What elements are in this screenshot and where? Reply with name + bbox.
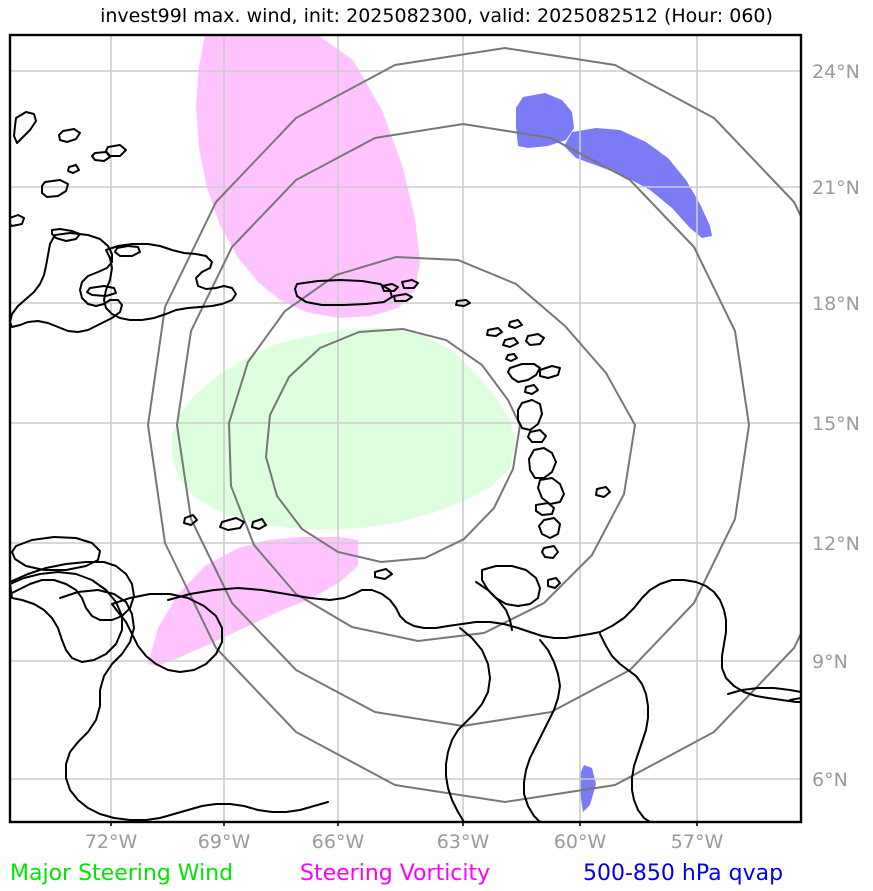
range-ring-1 (264, 327, 522, 564)
coastline-st-lucia-2 (538, 517, 561, 539)
coastline-suriname-east (789, 697, 801, 701)
coastline-dominican-republic (103, 243, 237, 321)
coastline-dominica (528, 447, 557, 479)
ytick-label-21: 21°N (812, 177, 860, 199)
coastline-guyana-east (599, 633, 651, 822)
coastline-colombia-pacific (59, 589, 329, 821)
coastline-island-small-4 (393, 293, 413, 302)
ytick-label-15: 15°N (812, 413, 860, 435)
coastline-st-lucia-1 (535, 502, 555, 516)
coastline-guyana-suriname (599, 579, 801, 703)
range-ring-3 (175, 122, 751, 728)
coastline-island-small-1 (51, 228, 81, 242)
steering-wind-region (172, 328, 516, 530)
coastline-bahamas-4 (105, 144, 127, 157)
coastline-guadeloupe (517, 399, 543, 431)
latitude-tick-labels: 24°N 21°N 18°N 15°N 12°N 9°N 6°N (812, 61, 860, 791)
coastline-bahamas-7 (10, 214, 25, 227)
coastline-antigua (539, 365, 561, 379)
coastline-vieques (381, 283, 399, 292)
coastline-venezuela-interior (445, 627, 491, 822)
legend-qvap: 500-850 hPa qvap (583, 861, 784, 886)
coastline-bahamas-6 (41, 179, 69, 198)
coastline-haiti (10, 232, 123, 333)
coastline-martinique (537, 477, 565, 505)
coastline-marie-galante (527, 429, 547, 443)
coastline-virgin-islands-1 (455, 299, 471, 307)
coastline-venezuela-north (167, 587, 601, 639)
legend-steering-vorticity: Steering Vorticity (300, 861, 491, 886)
xtick-label-66: 66°W (312, 831, 365, 853)
coastline-st-kitts-nevis (507, 363, 541, 383)
coastline-venezuela-orinoco (523, 639, 561, 822)
coastline-aruba (183, 514, 198, 526)
vorticity-region-south (148, 537, 358, 666)
coastline-montserrat (524, 384, 539, 395)
coastline-island-small-2 (114, 245, 141, 257)
coastline-lake-maracaibo (111, 593, 223, 673)
map-contents (10, 35, 801, 822)
tick-marks (110, 822, 698, 826)
coastline-brazil-north (727, 687, 801, 695)
xtick-label-72: 72°W (85, 831, 138, 853)
range-ring-2 (227, 255, 637, 643)
plot-frame (8, 33, 803, 824)
coastline-tobago-island (374, 568, 393, 580)
qvap-region-band (564, 128, 712, 238)
coastline-island-small-3 (86, 285, 117, 297)
major-steering-wind-overlay (172, 328, 516, 530)
xtick-label-57: 57°W (671, 831, 724, 853)
coastline-trinidad (481, 565, 541, 607)
ytick-label-12: 12°N (812, 533, 860, 555)
ytick-label-9: 9°N (812, 651, 848, 673)
legend-major-steering-wind: Major Steering Wind (10, 861, 234, 886)
coastline-panama-isthmus (10, 571, 123, 663)
xtick-label-63: 63°W (437, 831, 490, 853)
page-title: invest99l max. wind, init: 2025082300, v… (100, 5, 773, 27)
coastline-grenada (547, 577, 561, 589)
range-ring-4 (146, 46, 801, 804)
ytick-label-6: 6°N (812, 769, 848, 791)
coastline-saba (505, 353, 518, 362)
coastline-bahamas-2 (58, 128, 81, 143)
vorticity-region-north (196, 35, 420, 318)
coastline-paria-peninsula (475, 581, 513, 631)
coastlines (10, 111, 801, 822)
coastline-st-martin (508, 319, 523, 329)
coastline-puerto-rico (294, 279, 393, 306)
coastline-curacao (219, 517, 245, 531)
coastline-bonaire (251, 518, 267, 530)
range-rings (146, 46, 801, 804)
coastline-st-barts (525, 333, 545, 346)
coastline-culebra (401, 279, 419, 289)
coastline-central-america-north (10, 561, 135, 621)
ytick-label-18: 18°N (812, 293, 860, 315)
coastline-barbados (595, 486, 611, 498)
coastline-anguilla (502, 337, 519, 348)
coastline-bahamas-1 (13, 111, 37, 144)
coastline-virgin-islands-2 (486, 327, 503, 337)
steering-vorticity-overlay (148, 35, 420, 666)
grid-lines (10, 35, 801, 822)
xtick-label-69: 69°W (198, 831, 251, 853)
coastline-bahamas-5 (67, 164, 80, 174)
xtick-label-60: 60°W (554, 831, 607, 853)
longitude-tick-labels: 72°W 69°W 66°W 63°W 60°W 57°W (85, 831, 724, 853)
coastline-st-vincent (541, 545, 559, 559)
ytick-label-24: 24°N (812, 61, 860, 83)
